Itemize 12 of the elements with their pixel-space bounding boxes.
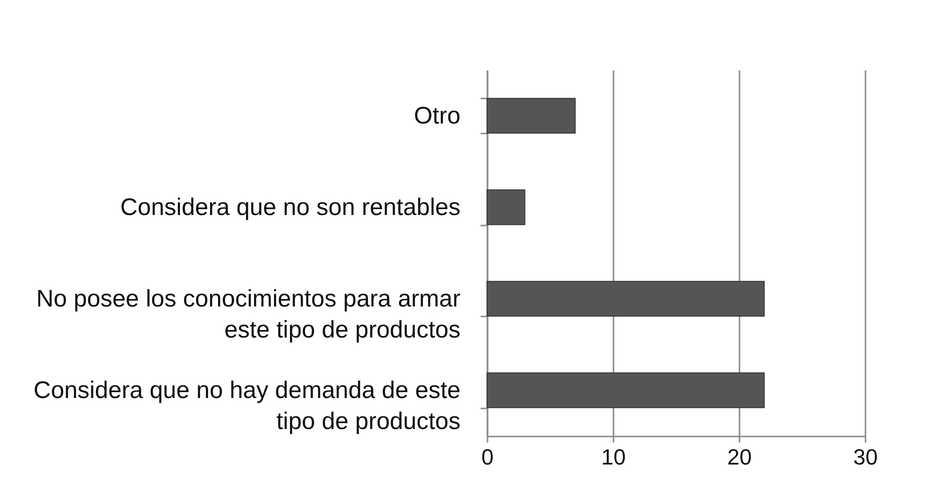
x-tick-label: 10: [601, 444, 626, 470]
x-tick-label: 20: [727, 444, 752, 470]
y-tick-label: Otro: [414, 102, 460, 130]
bar: [486, 98, 576, 134]
bar: [486, 189, 526, 226]
x-tick-label: 0: [481, 444, 494, 470]
bar: [486, 280, 765, 317]
y-tick-label: Considera que no son rentables: [120, 194, 460, 221]
y-tick-label: Considera que no hay demanda de este tipo de productos: [34, 376, 460, 435]
bar: [486, 372, 765, 408]
x-tick-label: 30: [853, 444, 878, 470]
y-tick-label: No posee los conocimientos para armar este tipo de productos: [36, 285, 460, 344]
